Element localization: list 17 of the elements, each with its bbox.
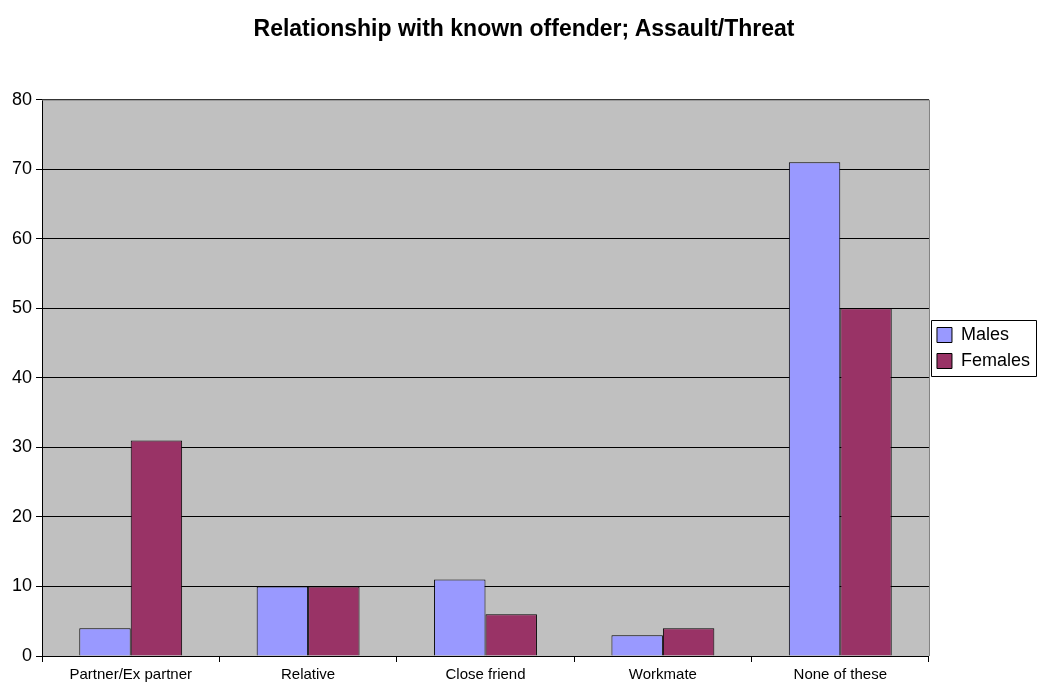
y-tick-label: 30 <box>11 436 33 457</box>
x-tick-label: Close friend <box>445 665 526 683</box>
legend-label: Females <box>960 349 1031 370</box>
y-tick-label: 40 <box>11 366 33 387</box>
y-tick-label: 20 <box>11 505 33 526</box>
y-tick-label: 80 <box>11 88 33 109</box>
chart-title: Relationship with known offender; Assault/Threat <box>253 15 795 42</box>
y-tick-label: 70 <box>11 158 33 179</box>
y-tick-label: 60 <box>11 227 33 248</box>
x-tick-label: Relative <box>281 665 336 683</box>
y-tick-label: 10 <box>11 575 33 596</box>
legend-label: Males <box>960 323 1009 344</box>
y-tick-label: 0 <box>22 644 33 665</box>
x-tick-label: Partner/Ex partner <box>69 665 192 683</box>
y-tick-label: 50 <box>11 297 33 318</box>
x-tick-label: Workmate <box>628 665 697 683</box>
x-tick-label: None of these <box>793 665 887 683</box>
